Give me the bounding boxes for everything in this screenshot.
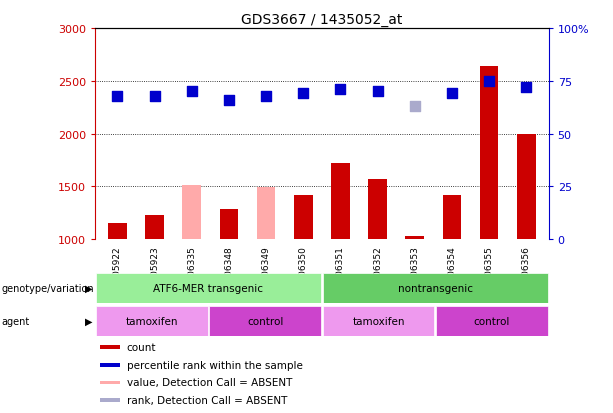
Point — [522, 85, 531, 91]
Point — [299, 91, 308, 97]
Point — [373, 89, 383, 95]
Bar — [322, 273, 548, 303]
Point — [261, 93, 271, 100]
Point — [484, 78, 494, 85]
Bar — [405, 236, 424, 240]
Title: GDS3667 / 1435052_at: GDS3667 / 1435052_at — [241, 12, 403, 26]
Bar — [436, 306, 548, 336]
Bar — [183, 186, 201, 240]
Text: count: count — [127, 342, 156, 352]
Bar — [517, 134, 536, 240]
Text: ▶: ▶ — [85, 283, 92, 293]
Text: agent: agent — [1, 316, 29, 326]
Point — [224, 97, 234, 104]
Text: control: control — [247, 316, 283, 326]
Bar — [219, 209, 238, 240]
Text: control: control — [474, 316, 510, 326]
Bar — [331, 164, 349, 240]
Bar — [480, 67, 498, 240]
Point — [410, 104, 420, 110]
Bar — [209, 306, 321, 336]
Text: rank, Detection Call = ABSENT: rank, Detection Call = ABSENT — [127, 395, 287, 405]
Point — [447, 91, 457, 97]
Bar — [294, 195, 313, 240]
Text: value, Detection Call = ABSENT: value, Detection Call = ABSENT — [127, 377, 292, 387]
Bar — [96, 306, 208, 336]
Bar — [108, 224, 127, 240]
Bar — [99, 381, 120, 385]
Bar — [368, 180, 387, 240]
Bar — [99, 346, 120, 349]
Point — [150, 93, 159, 100]
Bar — [145, 215, 164, 240]
Text: tamoxifen: tamoxifen — [126, 316, 178, 326]
Bar — [99, 363, 120, 367]
Point — [187, 89, 197, 95]
Bar — [96, 273, 321, 303]
Text: genotype/variation: genotype/variation — [1, 283, 94, 293]
Point — [335, 87, 345, 93]
Point — [112, 93, 122, 100]
Bar — [257, 188, 275, 240]
Text: ▶: ▶ — [85, 316, 92, 326]
Text: ATF6-MER transgenic: ATF6-MER transgenic — [153, 283, 264, 293]
Text: percentile rank within the sample: percentile rank within the sample — [127, 360, 303, 370]
Bar — [99, 398, 120, 402]
Bar — [322, 306, 435, 336]
Text: tamoxifen: tamoxifen — [352, 316, 405, 326]
Text: nontransgenic: nontransgenic — [398, 283, 473, 293]
Bar — [443, 196, 461, 240]
